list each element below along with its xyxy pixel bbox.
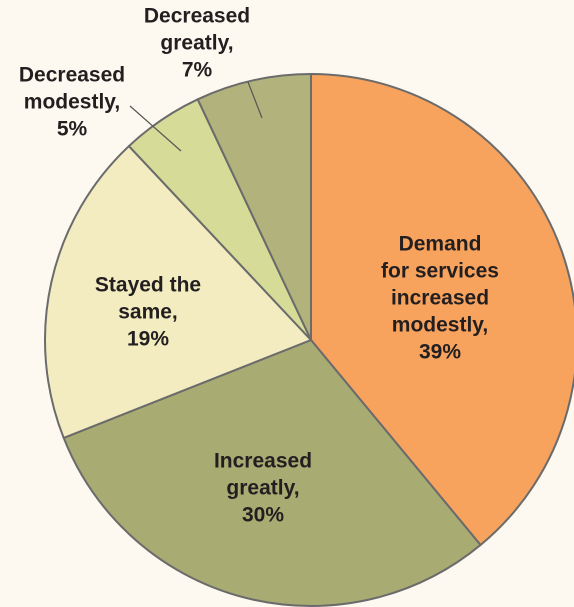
leader-line [247, 81, 263, 119]
slice-label: modestly, [24, 91, 120, 114]
slice-label: greatly, [160, 32, 233, 55]
pie-slice [62, 339, 482, 607]
slice-label: same, [118, 301, 178, 324]
leader-line [129, 105, 182, 152]
slice-label: increased [391, 287, 489, 310]
value-label: 7% [182, 59, 213, 82]
slice-label: modestly, [392, 314, 488, 337]
slice-label: Increased [214, 450, 312, 473]
slice-label: for services [381, 260, 499, 283]
value-label: 5% [57, 118, 88, 141]
value-label: 19% [127, 328, 169, 351]
pie-slice [196, 73, 312, 341]
value-label: 30% [242, 504, 284, 527]
slice-label: greatly, [226, 477, 299, 500]
value-label: 39% [419, 341, 461, 364]
pie-slice [310, 73, 574, 546]
slice-label: Demand [399, 233, 482, 256]
slice-label: Decreased [144, 5, 250, 28]
pie-slice [44, 145, 312, 439]
slice-label: Stayed the [95, 274, 201, 297]
slice-label: Decreased [19, 64, 125, 87]
